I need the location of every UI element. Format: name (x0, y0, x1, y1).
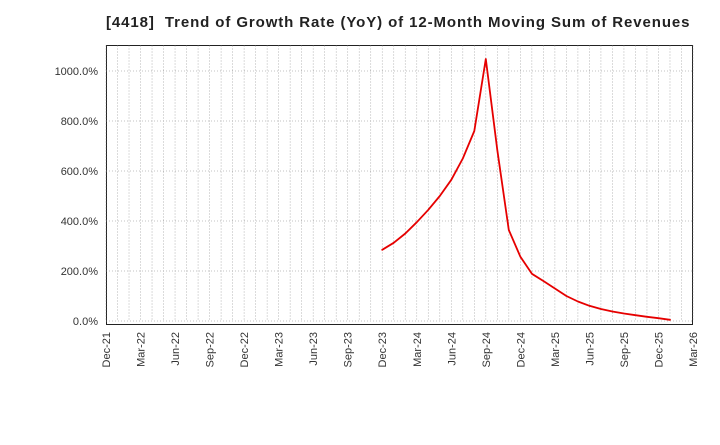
svg-text:Sep-25: Sep-25 (619, 332, 631, 367)
svg-text:Sep-22: Sep-22 (205, 332, 217, 367)
svg-text:1000.0%: 1000.0% (55, 66, 99, 78)
svg-text:Dec-21: Dec-21 (101, 332, 113, 367)
svg-text:Mar-22: Mar-22 (136, 332, 148, 367)
svg-text:Jun-22: Jun-22 (170, 332, 182, 366)
svg-text:0.0%: 0.0% (73, 316, 98, 328)
svg-text:Mar-24: Mar-24 (412, 332, 424, 367)
svg-text:600.0%: 600.0% (61, 166, 99, 178)
svg-text:Mar-25: Mar-25 (550, 332, 562, 367)
svg-text:Dec-22: Dec-22 (239, 332, 251, 367)
svg-text:400.0%: 400.0% (61, 216, 99, 228)
svg-text:Jun-23: Jun-23 (308, 332, 320, 366)
svg-text:Sep-24: Sep-24 (481, 332, 493, 367)
svg-text:Mar-23: Mar-23 (274, 332, 286, 367)
svg-text:Jun-25: Jun-25 (584, 332, 596, 366)
svg-text:Jun-24: Jun-24 (446, 332, 458, 366)
svg-text:Sep-23: Sep-23 (343, 332, 355, 367)
svg-text:Dec-25: Dec-25 (653, 332, 665, 367)
svg-text:Dec-24: Dec-24 (515, 332, 527, 367)
svg-text:200.0%: 200.0% (61, 266, 99, 278)
svg-text:Mar-26: Mar-26 (688, 332, 700, 367)
svg-text:800.0%: 800.0% (61, 116, 99, 128)
svg-text:Dec-23: Dec-23 (377, 332, 389, 367)
